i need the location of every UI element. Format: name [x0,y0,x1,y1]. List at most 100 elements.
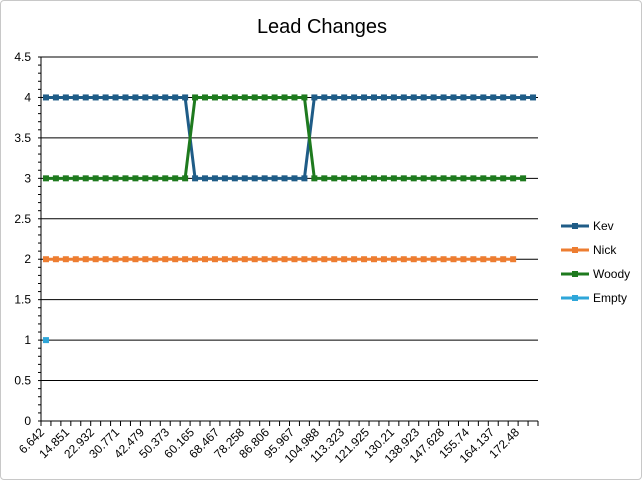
data-point-woody [440,175,447,182]
data-point-woody [192,94,199,101]
legend-marker-kev [572,223,578,229]
gridlines [41,56,538,422]
data-point-kev [341,94,348,101]
data-point-woody [390,175,397,182]
data-point-nick [400,256,407,263]
data-point-woody [510,175,517,182]
data-point-kev [152,94,159,101]
data-point-woody [271,94,278,101]
data-point-nick [480,256,487,263]
data-point-woody [261,94,268,101]
y-tick-label: 3 [24,171,31,185]
data-point-kev [241,175,248,182]
data-point-kev [530,94,537,101]
data-point-kev [380,94,387,101]
data-point-kev [311,94,318,101]
data-point-nick [301,256,308,263]
axes [38,56,539,426]
data-point-woody [92,175,99,182]
data-point-woody [122,175,129,182]
data-point-nick [510,256,517,263]
data-point-woody [291,94,298,101]
data-point-woody [351,175,358,182]
data-point-woody [211,94,218,101]
data-point-nick [281,256,288,263]
y-tick-label: 1.5 [14,293,31,307]
data-point-kev [172,94,179,101]
data-point-woody [241,94,248,101]
data-point-nick [221,256,228,263]
data-point-woody [132,175,139,182]
data-point-kev [211,175,218,182]
y-tick-label: 0.5 [14,374,31,388]
data-point-nick [261,256,268,263]
data-point-nick [460,256,467,263]
legend-label-kev: Kev [593,219,614,233]
data-point-nick [390,256,397,263]
data-point-kev [410,94,417,101]
data-point-woody [361,175,368,182]
data-point-woody [331,175,338,182]
data-point-woody [380,175,387,182]
data-point-woody [341,175,348,182]
legend-label-nick: Nick [593,243,617,257]
data-point-woody [281,94,288,101]
data-point-kev [281,175,288,182]
data-point-kev [321,94,328,101]
data-point-kev [142,94,149,101]
data-point-kev [182,94,189,101]
y-tick-label: 2.5 [14,212,31,226]
data-point-nick [231,256,238,263]
data-point-nick [291,256,298,263]
data-point-nick [470,256,477,263]
data-point-woody [430,175,437,182]
data-point-woody [321,175,328,182]
data-point-woody [251,94,258,101]
data-point-nick [251,256,258,263]
data-point-woody [500,175,507,182]
data-point-kev [420,94,427,101]
data-point-woody [62,175,69,182]
data-point-woody [480,175,487,182]
legend-marker-empty [572,295,578,301]
data-point-nick [132,256,139,263]
data-point-kev [132,94,139,101]
data-point-nick [430,256,437,263]
data-point-woody [460,175,467,182]
data-point-woody [162,175,169,182]
data-point-nick [450,256,457,263]
data-point-nick [72,256,79,263]
data-point-nick [52,256,59,263]
data-point-woody [520,175,527,182]
data-point-woody [311,175,318,182]
data-point-nick [182,256,189,263]
data-point-woody [172,175,179,182]
data-point-kev [251,175,258,182]
legend-label-empty: Empty [593,291,627,305]
data-point-nick [321,256,328,263]
data-point-nick [380,256,387,263]
y-tick-labels: 0 0.5 1 1.5 2 2.5 3 3.5 4 4.5 [14,50,31,428]
data-point-kev [460,94,467,101]
data-point-nick [440,256,447,263]
data-point-kev [231,175,238,182]
data-point-nick [410,256,417,263]
data-point-nick [192,256,199,263]
data-point-nick [370,256,377,263]
data-point-kev [52,94,59,101]
data-point-kev [430,94,437,101]
data-point-kev [72,94,79,101]
data-point-kev [400,94,407,101]
data-point-woody [231,94,238,101]
data-point-nick [420,256,427,263]
data-point-kev [62,94,69,101]
legend: Kev Nick Woody Empty [561,219,630,305]
data-point-kev [500,94,507,101]
data-point-kev [361,94,368,101]
data-point-kev [122,94,129,101]
data-point-kev [390,94,397,101]
y-tick-label: 4.5 [14,50,31,64]
data-point-nick [172,256,179,263]
data-point-woody [82,175,89,182]
